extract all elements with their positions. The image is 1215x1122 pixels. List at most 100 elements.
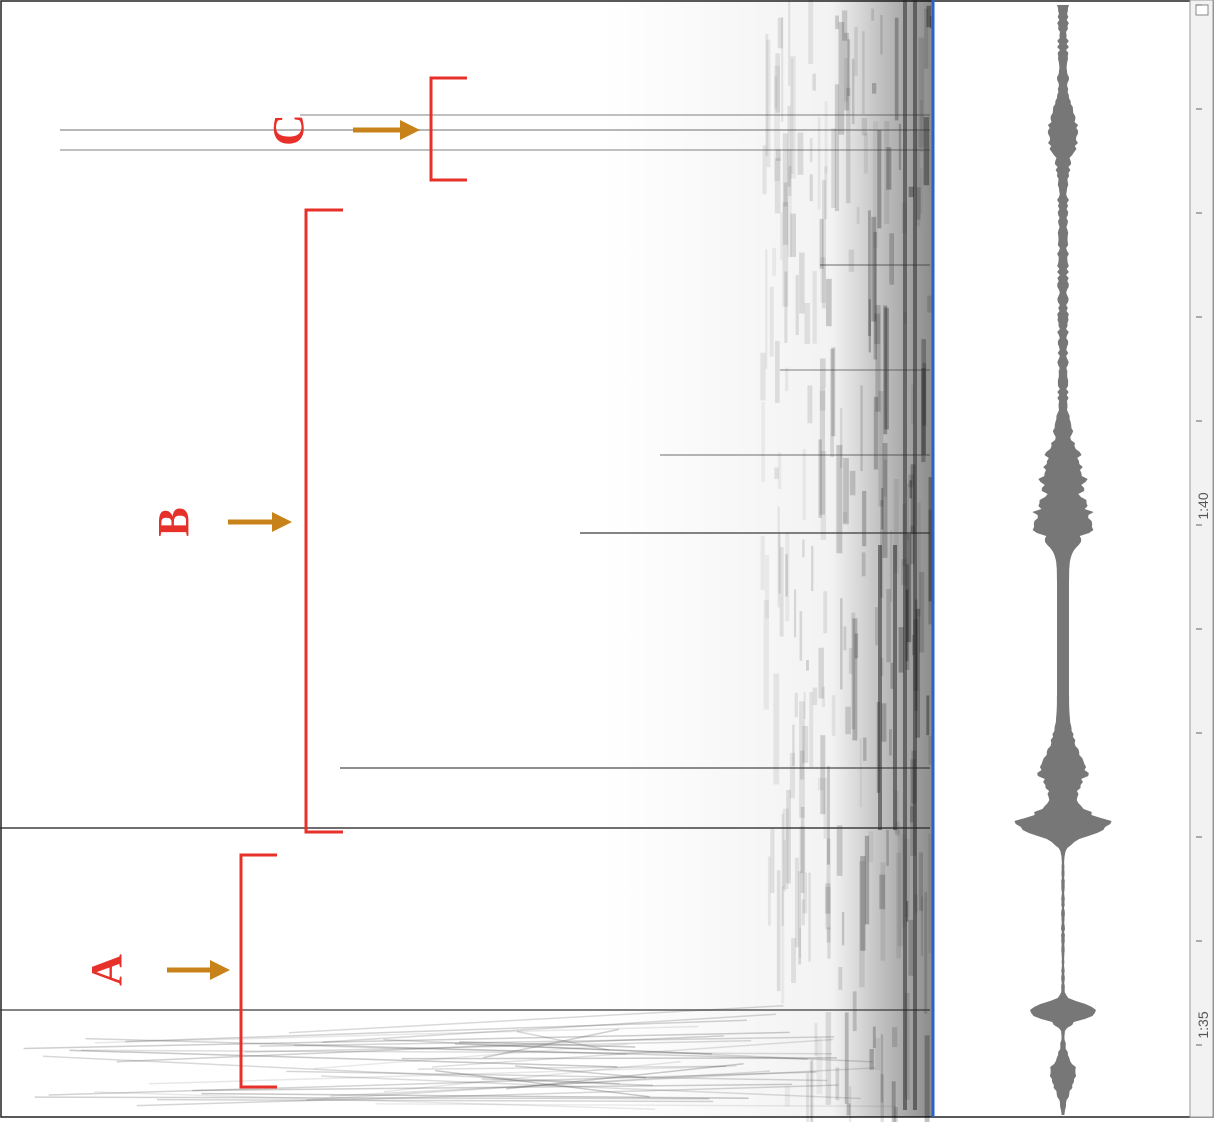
energy-streak	[843, 457, 849, 525]
energy-streak	[812, 271, 817, 344]
energy-streak	[848, 648, 853, 674]
energy-streak	[824, 101, 828, 174]
energy-streak	[817, 777, 824, 791]
energy-streak	[835, 1067, 840, 1101]
energy-streak	[846, 1103, 851, 1116]
energy-streak	[860, 385, 863, 472]
energy-streak	[846, 87, 851, 204]
chirp-line	[306, 1070, 771, 1101]
energy-streak	[875, 1038, 881, 1071]
energy-streak	[777, 506, 780, 608]
waveform	[1014, 5, 1112, 1115]
energy-streak	[777, 452, 782, 490]
energy-streak	[786, 789, 791, 884]
energy-streak	[774, 158, 781, 214]
bracket	[429, 76, 467, 182]
energy-streak	[928, 509, 933, 625]
energy-streak	[928, 735, 934, 765]
energy-streak	[871, 216, 877, 322]
energy-streak	[929, 15, 933, 29]
chirp-line	[116, 1035, 724, 1063]
energy-streak	[923, 117, 930, 186]
energy-streak	[766, 39, 771, 168]
energy-streak	[922, 362, 927, 426]
timeline: 1:35 1:40	[1189, 0, 1214, 1118]
energy-streak	[844, 1012, 849, 1104]
energy-streak	[802, 449, 806, 521]
chirp-line	[516, 1030, 610, 1051]
energy-streak	[819, 358, 826, 388]
chirp-line	[459, 1041, 636, 1048]
energy-streak	[794, 857, 799, 948]
energy-streak	[841, 911, 845, 946]
energy-streak	[820, 257, 826, 303]
energy-streak	[794, 692, 798, 718]
energy-streak	[894, 17, 899, 121]
annotation-label: B	[149, 507, 198, 536]
energy-streak	[765, 33, 769, 157]
energy-streak	[785, 554, 788, 597]
energy-streak	[881, 487, 884, 530]
energy-streak	[928, 477, 933, 602]
energy-streak	[799, 750, 805, 780]
energy-streak	[781, 813, 784, 926]
energy-streak	[812, 73, 816, 91]
energy-streak	[852, 618, 858, 741]
energy-streak	[874, 313, 881, 345]
energy-streak	[836, 445, 843, 554]
energy-streak	[802, 872, 808, 914]
energy-streak	[820, 735, 826, 815]
energy-streak	[823, 591, 828, 634]
energy-streak	[861, 117, 867, 136]
annotation-label: A	[82, 954, 131, 986]
energy-streak	[831, 347, 836, 437]
energy-streak	[924, 8, 929, 69]
energy-streak	[854, 26, 858, 76]
energy-streak	[873, 231, 877, 360]
energy-streak	[809, 138, 813, 163]
chirp-line	[383, 1038, 873, 1063]
annotation-c	[353, 76, 467, 182]
energy-streak	[863, 133, 868, 174]
energy-streak	[782, 808, 789, 890]
chirp-line	[431, 1038, 834, 1068]
energy-streak	[910, 525, 915, 565]
chirp-line	[313, 1043, 629, 1070]
energy-streak	[872, 121, 879, 248]
energy-streak	[830, 348, 834, 457]
timeline-strip	[1189, 0, 1214, 1118]
energy-streak	[783, 182, 788, 207]
energy-streak	[893, 1107, 898, 1122]
energy-streak	[884, 121, 890, 225]
energy-streak	[920, 896, 924, 956]
energy-streak	[886, 829, 889, 866]
energy-streak	[792, 724, 795, 766]
energy-streak	[809, 691, 814, 768]
chirp-line	[80, 1049, 833, 1055]
chirp-line	[288, 1004, 784, 1034]
energy-streak	[906, 533, 912, 643]
energy-streak	[787, 105, 791, 187]
energy-streak	[831, 128, 836, 208]
energy-streak	[818, 647, 824, 699]
chirp-line	[69, 1049, 618, 1068]
energy-streak	[840, 598, 843, 690]
chirp-line	[201, 1092, 749, 1100]
chirp-line	[401, 1057, 837, 1060]
energy-streak	[880, 15, 883, 55]
energy-streak	[867, 210, 871, 336]
energy-streak	[799, 252, 805, 314]
energy-streak	[763, 599, 769, 710]
energy-streak	[910, 806, 914, 823]
energy-streak	[785, 532, 790, 622]
energy-streak	[877, 130, 882, 229]
energy-streak	[783, 839, 786, 892]
energy-streak	[802, 725, 809, 763]
waveform-shape	[1014, 5, 1112, 1115]
scroll-button[interactable]	[1195, 4, 1209, 16]
annotation-b	[228, 208, 343, 834]
energy-streak	[881, 703, 887, 742]
energy-streak	[915, 130, 921, 227]
chirp-line	[34, 1096, 710, 1100]
energy-streak	[839, 408, 843, 469]
